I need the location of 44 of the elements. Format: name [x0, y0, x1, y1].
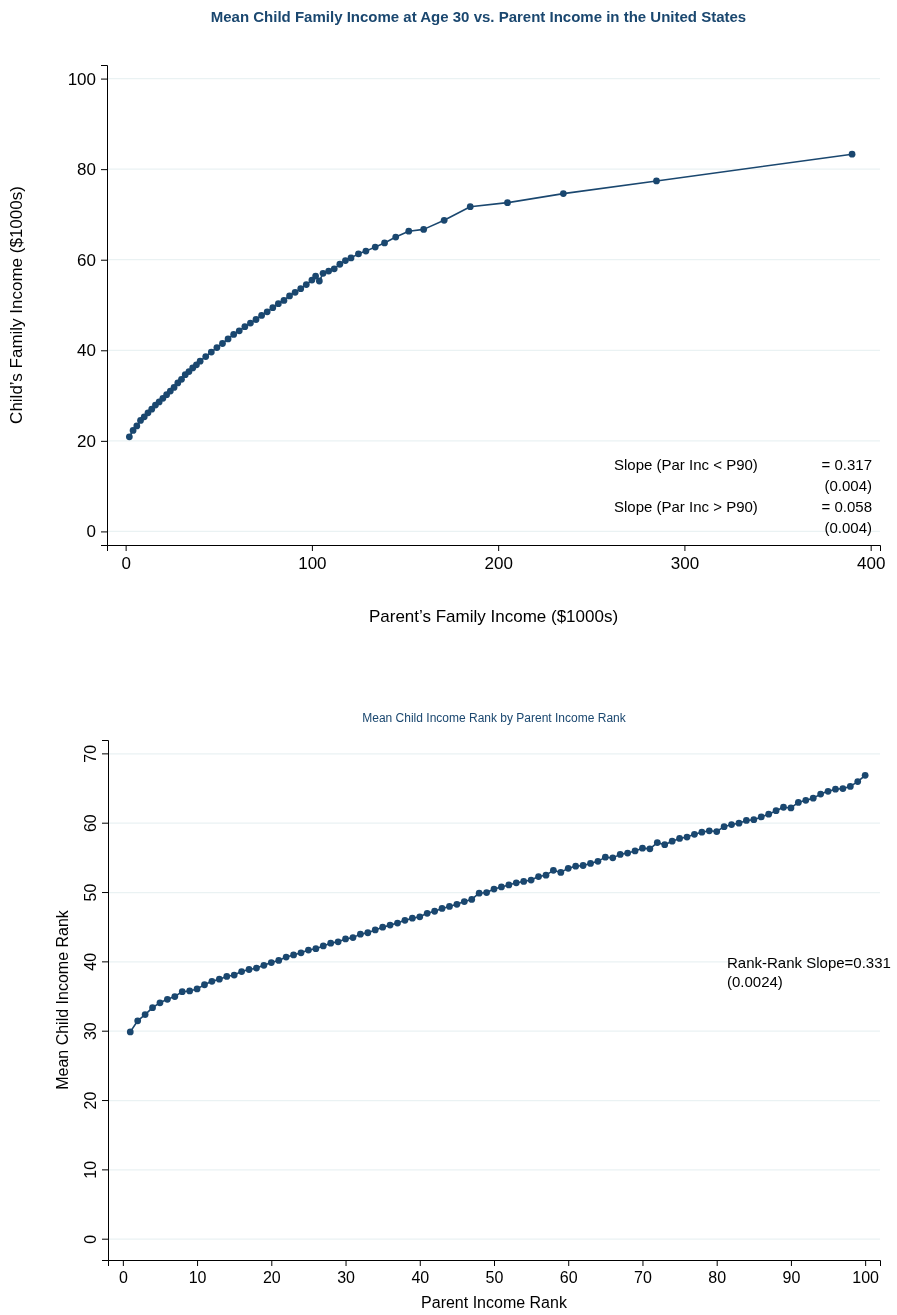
annotation: (0.004) [824, 477, 872, 494]
y-tick-label: 20 [82, 1091, 99, 1110]
y-axis-title: Mean Child Income Rank [54, 909, 71, 1090]
x-tick-label: 80 [708, 1269, 727, 1287]
annotation: Rank-Rank Slope=0.331 [727, 954, 891, 971]
y-tick-label: 100 [67, 69, 96, 89]
y-tick-label: 0 [82, 1234, 99, 1244]
x-tick-label: 30 [337, 1269, 356, 1287]
y-tick-label: 10 [82, 1160, 99, 1179]
annotation: Slope (Par Inc < P90) [614, 456, 758, 473]
x-tick-label: 200 [484, 554, 513, 574]
x-tick-label: 70 [634, 1269, 652, 1287]
y-tick-label: 50 [82, 883, 99, 902]
chart-title: Mean Child Income Rank by Parent Income Rank [362, 711, 627, 725]
annotation: (0.0024) [727, 973, 783, 990]
x-tick-label: 40 [411, 1269, 430, 1287]
annotation: = 0.058 [821, 498, 872, 515]
x-tick-label: 90 [782, 1269, 801, 1287]
x-tick-label: 300 [670, 554, 700, 574]
y-tick-label: 30 [82, 1022, 99, 1041]
x-tick-label: 20 [262, 1269, 281, 1287]
y-axis-title: Child’s Family Income ($1000s) [7, 186, 26, 424]
y-tick-label: 60 [82, 814, 99, 833]
x-axis-title: Parent Income Rank [421, 1294, 568, 1311]
y-tick-label: 20 [77, 431, 96, 451]
x-tick-label: 0 [121, 554, 131, 574]
x-tick-label: 0 [118, 1269, 128, 1287]
y-tick-label: 40 [82, 952, 99, 971]
x-tick-label: 10 [188, 1269, 207, 1287]
y-tick-label: 60 [77, 250, 96, 270]
x-tick-label: 100 [852, 1269, 880, 1287]
x-tick-label: 50 [485, 1269, 504, 1287]
chart-title: Mean Child Family Income at Age 30 vs. Parent Income in the United States [210, 8, 747, 25]
x-tick-label: 100 [298, 554, 327, 574]
x-tick-label: 60 [559, 1269, 578, 1287]
annotation: = 0.317 [821, 456, 872, 473]
x-axis-title: Parent’s Family Income ($1000s) [368, 607, 619, 626]
y-tick-label: 70 [82, 744, 99, 763]
x-tick-label: 400 [857, 554, 886, 574]
y-tick-label: 0 [86, 522, 96, 542]
annotation: Slope (Par Inc > P90) [614, 498, 758, 515]
y-tick-label: 40 [77, 341, 96, 361]
annotation: (0.004) [824, 519, 872, 536]
y-tick-label: 80 [77, 160, 96, 180]
